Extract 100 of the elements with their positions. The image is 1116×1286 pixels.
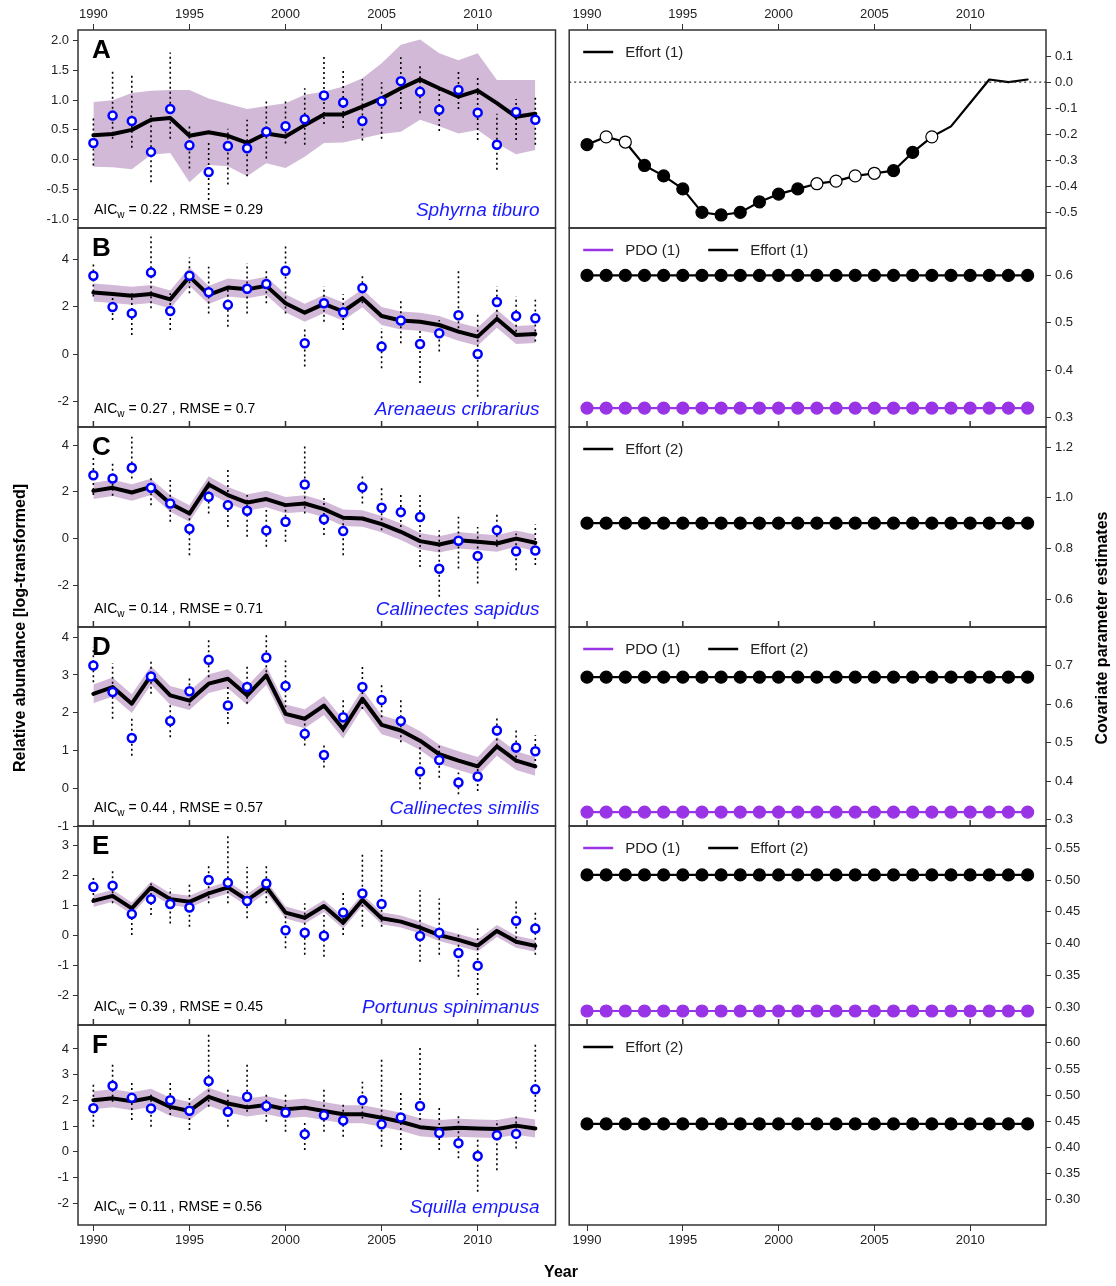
y-tick-label: 0.8 <box>1055 540 1074 556</box>
legend-label: Effort (2) <box>750 839 809 857</box>
y-tick-label: 0.40 <box>1055 1139 1081 1155</box>
point <box>357 282 368 294</box>
chart-title: D <box>92 631 111 661</box>
y-tick-label: 0 <box>61 1143 69 1159</box>
point <box>184 270 195 281</box>
point <box>261 525 272 536</box>
point <box>299 927 310 938</box>
point <box>395 506 407 518</box>
point <box>491 524 503 536</box>
point <box>453 947 464 959</box>
point <box>395 1112 407 1123</box>
point <box>184 140 195 151</box>
point <box>357 888 368 899</box>
point <box>510 742 522 753</box>
x-tick-label: 1995 <box>668 5 698 21</box>
point <box>695 205 709 219</box>
point <box>299 1128 310 1140</box>
x-tick-label: 2010 <box>955 1232 985 1248</box>
point <box>164 715 176 727</box>
point <box>145 267 157 278</box>
y-tick-label: 0.5 <box>50 121 69 137</box>
point <box>203 654 214 666</box>
y-tick-label: -0.1 <box>1055 99 1078 115</box>
point <box>453 84 464 96</box>
point <box>88 137 99 149</box>
point <box>510 106 522 118</box>
y-tick-label: 0 <box>61 530 69 546</box>
y-tick-label: 0.40 <box>1055 935 1081 951</box>
point <box>637 158 652 173</box>
point <box>395 715 407 727</box>
point <box>337 306 349 318</box>
x-tick-label: 2000 <box>764 1232 794 1248</box>
point <box>164 1094 176 1106</box>
x-tick-label: 2005 <box>859 1232 889 1248</box>
y-tick-label: -0.5 <box>46 180 69 196</box>
y-tick-label: -1 <box>57 957 69 973</box>
y-tick-label: -1.0 <box>46 210 69 226</box>
y-tick-label: -0.3 <box>1055 151 1078 167</box>
y-tick-label: 0.45 <box>1055 903 1081 919</box>
point <box>164 498 176 509</box>
point <box>337 907 349 918</box>
y-tick-label: 0.5 <box>1055 314 1074 330</box>
point <box>376 341 387 352</box>
point <box>318 749 330 761</box>
text: Sphyrna tiburo <box>415 199 540 220</box>
y-tick-label: 0.55 <box>1055 1060 1081 1076</box>
point <box>241 505 253 516</box>
y-tick-label: 0.0 <box>1055 73 1074 89</box>
point <box>395 75 407 87</box>
point <box>491 1129 503 1141</box>
point <box>714 208 728 222</box>
y-tick-label: 4 <box>61 1040 69 1056</box>
y-tick-label: 3 <box>61 666 69 682</box>
point <box>107 301 118 313</box>
point <box>88 270 99 281</box>
y-tick-label: 1 <box>61 742 69 758</box>
y-tick-label: 2.0 <box>50 32 69 48</box>
point <box>241 895 253 907</box>
legend-label: Effort (2) <box>750 640 809 658</box>
point <box>107 110 118 121</box>
y-tick-label: 4 <box>61 436 69 452</box>
x-tick-label: 1990 <box>78 5 108 21</box>
y-tick-label: 0.1 <box>1055 47 1074 63</box>
point <box>414 766 426 777</box>
chart-title: A <box>92 34 111 64</box>
point <box>453 1137 464 1149</box>
text: Callinectes sapidus <box>375 598 540 619</box>
point <box>241 143 253 154</box>
point <box>299 113 310 125</box>
x-tick-label: 1990 <box>572 1232 602 1248</box>
x-tick-label: 2005 <box>859 5 889 21</box>
y-axis-title: Relative abundance [log-transformed] <box>11 483 29 772</box>
point <box>453 535 464 546</box>
point <box>184 523 195 534</box>
y-tick-label: -1 <box>57 817 69 833</box>
point <box>510 310 522 322</box>
point <box>867 166 881 180</box>
x-tick-label: 1990 <box>572 5 602 21</box>
y-axis-title: Covariate parameter estimates <box>1093 510 1111 745</box>
point <box>618 135 632 149</box>
y-tick-label: 3 <box>61 1066 69 1082</box>
y-tick-label: 0.3 <box>1055 811 1074 827</box>
point <box>676 182 690 196</box>
point <box>145 482 157 494</box>
y-tick-label: -2 <box>57 987 69 1003</box>
point <box>126 1092 138 1104</box>
point <box>733 205 747 219</box>
point <box>261 1100 272 1112</box>
y-tick-label: 0.45 <box>1055 1112 1081 1128</box>
point <box>357 1094 368 1106</box>
y-tick-label: 1 <box>61 1117 69 1133</box>
point <box>530 114 541 126</box>
point <box>299 479 310 490</box>
y-tick-label: -2 <box>57 393 69 409</box>
point <box>337 1115 349 1126</box>
x-tick-label: 2005 <box>367 5 397 21</box>
y-tick-label: 0.55 <box>1055 839 1081 855</box>
y-tick-label: 1.2 <box>1055 438 1074 454</box>
